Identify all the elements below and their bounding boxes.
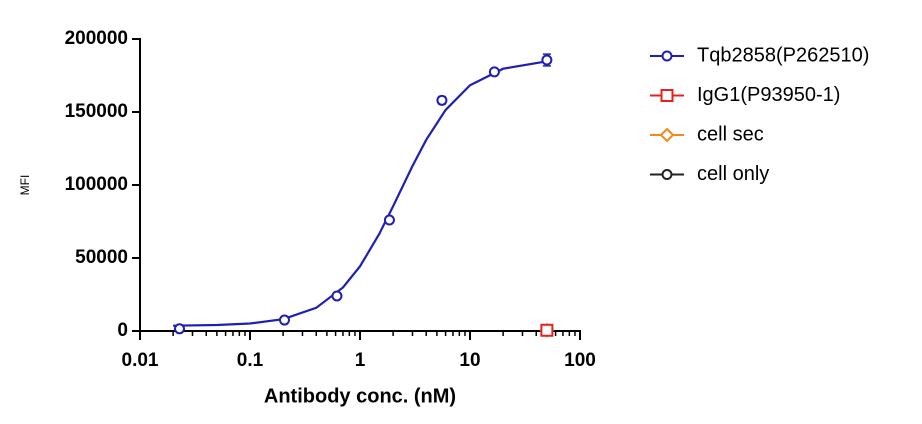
fit-curve bbox=[173, 60, 548, 327]
legend-label: IgG1(P93950-1) bbox=[697, 84, 840, 106]
y-axis-title: MFI bbox=[18, 175, 32, 196]
y-tick-label: 200000 bbox=[65, 28, 128, 49]
data-point bbox=[436, 94, 448, 106]
x-tick-label: 10 bbox=[459, 350, 480, 371]
data-point bbox=[278, 314, 290, 326]
legend-label: cell sec bbox=[697, 123, 764, 145]
legend-label: cell only bbox=[697, 163, 769, 185]
data-point bbox=[331, 290, 343, 302]
data-point bbox=[173, 323, 185, 335]
data-point bbox=[541, 54, 553, 66]
legend-marker bbox=[659, 127, 675, 143]
legend-marker bbox=[661, 50, 673, 62]
x-tick-label: 100 bbox=[564, 350, 596, 371]
y-tick-label: 50000 bbox=[75, 247, 128, 268]
x-tick-label: 0.1 bbox=[237, 350, 264, 371]
data-point bbox=[540, 323, 554, 337]
y-tick-label: 150000 bbox=[65, 101, 128, 122]
data-point bbox=[383, 214, 395, 226]
x-tick-label: 1 bbox=[355, 350, 366, 371]
y-tick-label: 100000 bbox=[65, 174, 128, 195]
x-axis-title: Antibody conc. (nM) bbox=[264, 385, 456, 407]
x-tick-label: 0.01 bbox=[122, 350, 159, 371]
y-tick-label: 0 bbox=[117, 320, 128, 341]
legend-marker bbox=[661, 169, 673, 180]
legend-label: Tqb2858(P262510) bbox=[697, 44, 869, 66]
data-point bbox=[488, 66, 500, 78]
legend-marker bbox=[660, 89, 674, 102]
